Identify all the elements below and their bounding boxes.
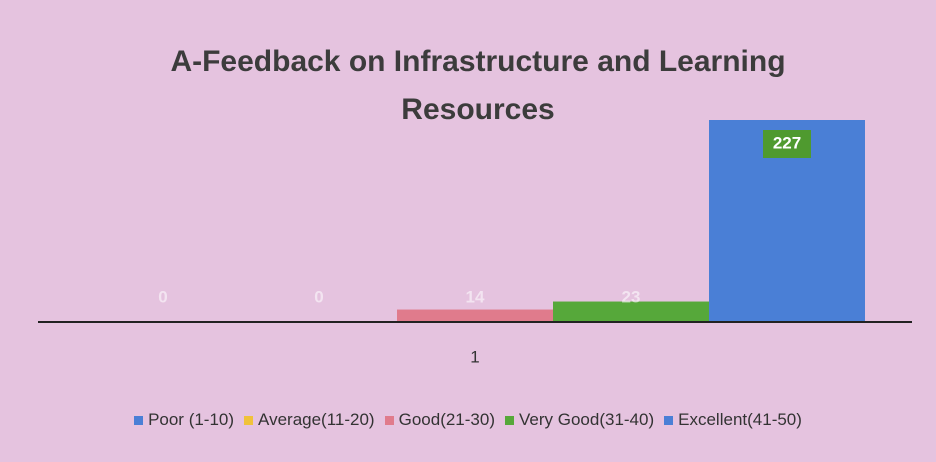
legend-item: Excellent(41-50) [664, 410, 802, 430]
legend-swatch [505, 415, 514, 425]
data-label: 0 [158, 287, 167, 306]
legend-item: Good(21-30) [384, 410, 495, 430]
chart-title: A-Feedback on Infrastructure and Learnin… [170, 45, 786, 126]
legend-swatch [134, 415, 144, 425]
legend-label: Good(21-30) [398, 410, 495, 429]
data-label: 14 [466, 287, 485, 306]
legend-item: Average(11-20) [244, 410, 375, 430]
legend-item: Poor (1-10) [134, 410, 234, 430]
data-label: 23 [622, 287, 641, 306]
legend-item: Very Good(31-40) [505, 410, 654, 430]
legend-label: Very Good(31-40) [519, 410, 655, 429]
bar [553, 301, 709, 322]
legend: Poor (1-10) Average(11-20) Good(21-30) Very… [0, 410, 936, 430]
data-label: 227 [773, 133, 801, 152]
legend-label: Excellent(41-50) [678, 410, 802, 429]
legend-label: Poor (1-10) [148, 410, 235, 429]
bar [397, 309, 553, 322]
x-tick-label: 1 [470, 347, 479, 366]
legend-label: Average(11-20) [258, 410, 375, 429]
legend-swatch [664, 415, 674, 425]
data-label-box [763, 130, 811, 158]
data-label: 0 [314, 287, 323, 306]
legend-swatch [244, 415, 254, 425]
legend-swatch [384, 415, 394, 425]
